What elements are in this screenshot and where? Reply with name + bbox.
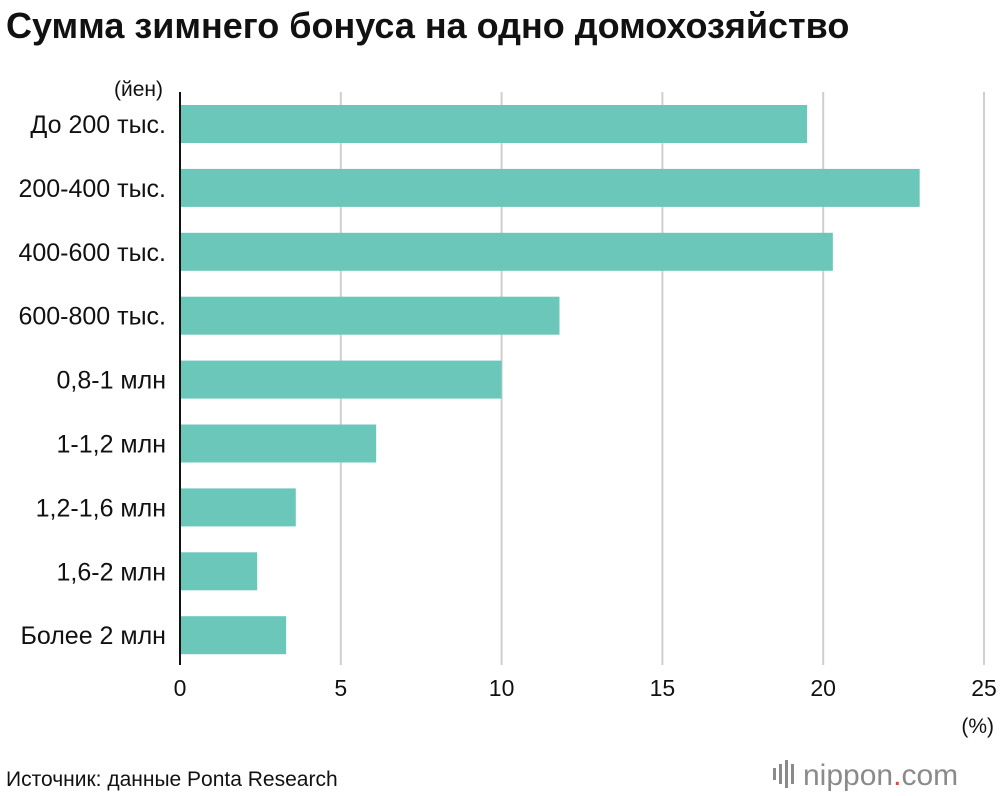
logo-suffix-text: com [901, 759, 958, 792]
logo-text: nippon.com [803, 759, 958, 792]
logo-dot-text: . [893, 759, 901, 792]
bar [180, 552, 258, 591]
x-tick-label: 20 [810, 675, 836, 701]
x-tick-label: 10 [489, 675, 515, 701]
bar [180, 105, 808, 143]
bar [180, 296, 560, 335]
x-tick-labels: 0 5 10 15 20 25 [174, 675, 997, 701]
bar [180, 488, 296, 527]
x-unit-label: (%) [961, 715, 994, 738]
category-label: 400-600 тыс. [18, 239, 166, 267]
bar [180, 168, 920, 207]
x-tick-label: 5 [334, 675, 347, 701]
bar [180, 616, 287, 655]
nippon-logo: nippon.com [773, 759, 958, 792]
category-label: 0,8-1 млн [56, 367, 166, 395]
source-note: Источник: данные Ponta Research [6, 768, 338, 791]
bar [180, 232, 833, 271]
category-label: 1,2-1,6 млн [36, 494, 166, 522]
category-label: 1,6-2 млн [56, 558, 166, 586]
x-tick-label: 15 [650, 675, 676, 701]
category-labels: До 200 тыс. 200-400 тыс. 400-600 тыс. 600-8… [18, 111, 166, 650]
category-label: Более 2 млн [20, 622, 166, 650]
x-tick-label: 0 [174, 675, 187, 701]
logo-bars-icon [773, 760, 794, 788]
category-label: 600-800 тыс. [18, 303, 166, 331]
bars [180, 105, 920, 655]
bar [180, 424, 377, 463]
bar [180, 360, 502, 399]
x-tick-label: 25 [971, 675, 997, 701]
chart-title: Сумма зимнего бонуса на одно домохозяйст… [6, 5, 849, 46]
logo-main-text: nippon [803, 759, 893, 792]
category-label: 200-400 тыс. [18, 175, 166, 203]
category-label: 1-1,2 млн [56, 431, 166, 459]
category-label: До 200 тыс. [30, 111, 166, 139]
y-unit-label: (йен) [114, 78, 163, 101]
